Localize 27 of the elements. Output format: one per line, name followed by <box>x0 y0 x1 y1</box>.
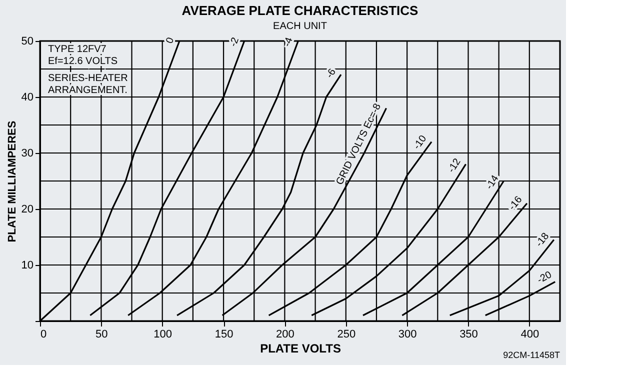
y-tick-label: 50 <box>21 36 34 48</box>
x-tick-label: 300 <box>398 328 417 340</box>
x-tick-label: 350 <box>460 328 478 340</box>
y-tick-label: 20 <box>21 204 34 216</box>
chart-title: AVERAGE PLATE CHARACTERISTICS <box>182 3 419 18</box>
text: -6 <box>324 66 339 80</box>
x-tick-label: 150 <box>214 328 234 340</box>
text: -10 <box>412 133 430 152</box>
chart-subtitle: EACH UNIT <box>273 21 327 32</box>
text: -16 <box>506 194 525 213</box>
text: -14 <box>484 173 502 192</box>
text: 92CM-11458T <box>503 350 560 360</box>
text: -20 <box>536 269 554 286</box>
x-tick-label: 200 <box>276 328 294 340</box>
x-tick-label: 50 <box>96 328 108 340</box>
x-tick-label: 100 <box>154 328 172 340</box>
y-axis-title: PLATE MILLIAMPERES <box>6 120 18 242</box>
x-axis-title: PLATE VOLTS <box>260 342 341 356</box>
text: -18 <box>534 230 552 250</box>
x-tick-label: 250 <box>337 328 356 340</box>
y-tick-label: 40 <box>21 92 34 104</box>
text: -12 <box>446 156 464 175</box>
y-tick-label: 10 <box>21 260 34 272</box>
x-tick-label: 0 <box>40 328 47 340</box>
x-tick-label: 400 <box>520 328 540 340</box>
y-tick-label: 30 <box>21 148 34 160</box>
text: -4 <box>282 36 296 48</box>
